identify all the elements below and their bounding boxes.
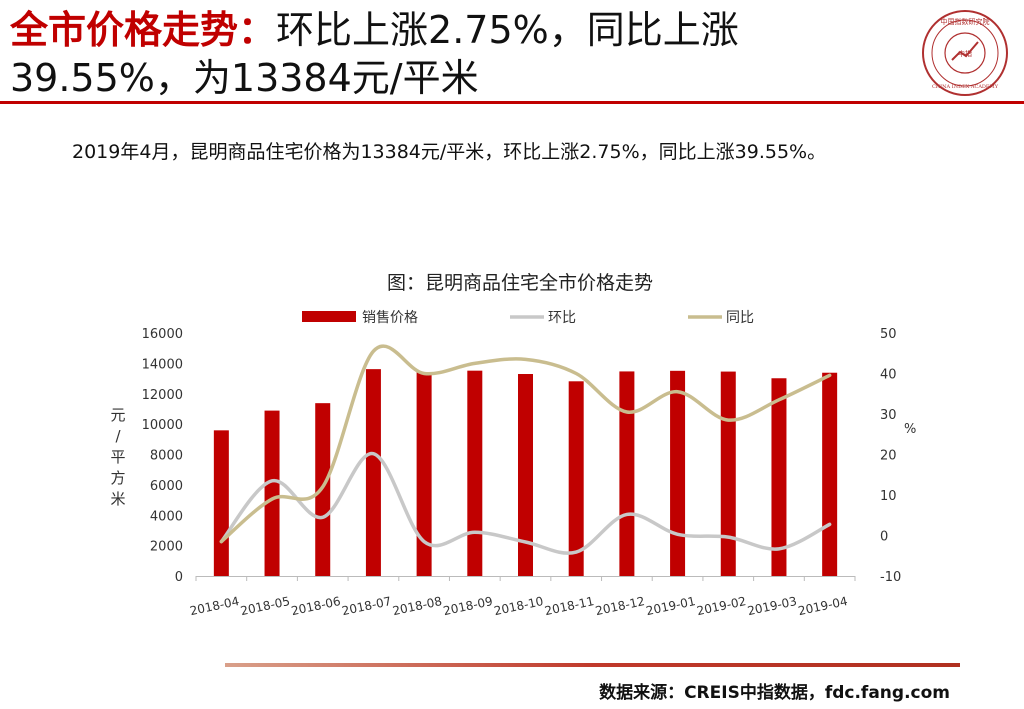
y-tick-label: 14000: [142, 357, 183, 372]
y-axis-label-char: 米: [110, 490, 125, 508]
x-tick-label: 2019-04: [797, 594, 849, 618]
x-tick-label: 2018-10: [493, 594, 545, 618]
x-tick-label: 2018-08: [391, 594, 443, 618]
price-bar: [213, 430, 229, 576]
footer-divider: [225, 663, 960, 667]
slide-title-lead: 全市价格走势：: [10, 8, 277, 52]
logo-bottom-text: CHINA INDEX ACADEMY: [932, 84, 999, 90]
x-tick-label: 2019-02: [695, 594, 747, 618]
x-tick-label: 2018-12: [594, 594, 646, 618]
y2-tick-label: 50: [880, 327, 897, 342]
legend-swatch-price: [302, 311, 356, 322]
title-divider: [0, 101, 1024, 104]
y-axis-label-char: /: [115, 427, 121, 445]
price-bar: [518, 374, 533, 576]
y-tick-label: 6000: [150, 479, 183, 494]
price-bar: [619, 371, 635, 576]
y-tick-label: 8000: [150, 449, 183, 464]
data-source: 数据来源：CREIS中指数据，fdc.fang.com: [599, 683, 950, 703]
price-bar: [771, 378, 787, 576]
summary-text: 2019年4月，昆明商品住宅价格为13384元/平米，环比上涨2.75%，同比上…: [72, 141, 827, 163]
x-tick-label: 2019-01: [645, 594, 697, 618]
y-tick-label: 2000: [150, 540, 183, 555]
y2-axis-label: %: [904, 422, 916, 437]
chart-title: 图：昆明商品住宅全市价格走势: [386, 272, 653, 294]
y2-tick-label: 40: [880, 368, 897, 383]
yoy-line: [219, 344, 832, 544]
y-tick-label: 0: [175, 570, 183, 585]
x-tick-label: 2018-06: [290, 594, 342, 618]
china-index-academy-logo: 中国指数研究院 中指 CHINA INDEX ACADEMY: [922, 10, 1008, 96]
y2-tick-label: 30: [880, 408, 897, 423]
logo-center-text: 中指: [958, 49, 972, 58]
legend-label: 同比: [726, 310, 754, 326]
x-tick-label: 2018-05: [239, 594, 291, 618]
x-tick-label: 2018-11: [543, 594, 595, 618]
price-bar: [467, 370, 483, 576]
y2-tick-label: 0: [880, 530, 888, 545]
logo-top-text: 中国指数研究院: [941, 17, 990, 26]
y-tick-label: 4000: [150, 509, 183, 524]
mom-line: [219, 451, 832, 555]
price-bar: [720, 371, 736, 576]
legend-label: 环比: [548, 310, 576, 326]
price-bar: [365, 369, 381, 576]
x-tick-label: 2018-09: [442, 594, 494, 618]
y2-tick-label: 10: [880, 489, 897, 504]
y2-tick-label: -10: [880, 570, 901, 585]
price-bar: [416, 372, 432, 576]
price-bar: [264, 410, 280, 576]
price-bar: [568, 381, 584, 576]
x-tick-label: 2019-03: [746, 594, 798, 618]
price-bar: [822, 372, 838, 576]
y-axis-label-char: 元: [110, 406, 125, 424]
slide-title-rest: 环比上涨2.75%，同比上涨39.55%，为13384元/平米: [10, 8, 739, 100]
x-tick-label: 2018-04: [189, 594, 241, 618]
x-tick-label: 2018-07: [341, 594, 393, 618]
price-bar: [670, 370, 686, 576]
legend-label: 销售价格: [362, 310, 418, 326]
y-axis-label-char: 方: [110, 469, 125, 487]
y-tick-label: 16000: [142, 327, 183, 342]
slide-title: 全市价格走势：环比上涨2.75%，同比上涨39.55%，为13384元/平米: [10, 6, 910, 102]
y-tick-label: 10000: [142, 418, 183, 433]
y-axis-label-char: 平: [110, 448, 125, 466]
y-tick-label: 12000: [142, 388, 183, 403]
y2-tick-label: 20: [880, 449, 897, 464]
